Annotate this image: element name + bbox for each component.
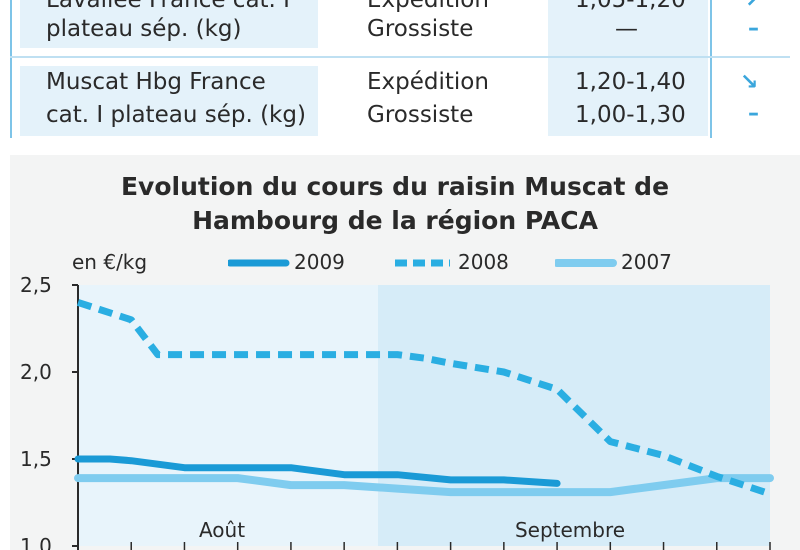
legend-item-2008: 2008: [392, 250, 532, 276]
y-tick-label: 1,0: [20, 534, 52, 550]
y-tick-label: 2,5: [20, 273, 52, 297]
legend-item-2009: 2009: [228, 250, 358, 276]
row2-stage-1: Expédition: [367, 69, 489, 95]
legend-label-2007: 2007: [621, 250, 672, 274]
row1-price-1: 1,05-1,20: [575, 0, 686, 13]
row1-product-line1: Lavallée France cat. I: [46, 0, 290, 13]
series-line-2008: [76, 299, 772, 498]
row2-product-cell: [20, 66, 318, 136]
legend-swatch-2007: [555, 259, 617, 267]
x-month-label: Septembre: [515, 518, 625, 542]
row1-price-cell: [548, 0, 708, 48]
y-unit-label: en €/kg: [72, 250, 148, 274]
month-band-august: [78, 285, 378, 546]
y-tick-label: 2,0: [20, 360, 52, 384]
row1-product-cell: [20, 0, 318, 48]
row1-product-line2: plateau sép. (kg): [46, 16, 242, 42]
row2-stage-2: Grossiste: [367, 102, 474, 128]
legend-label-2009: 2009: [294, 250, 345, 274]
price-table: Lavallée France cat. I plateau sép. (kg)…: [0, 0, 800, 140]
series-line-2009: [74, 455, 561, 487]
row2-trend-down-icon: ↘: [740, 70, 759, 95]
row1-trend-up-icon: ↗: [745, 0, 764, 13]
series-line-2007: [74, 474, 774, 497]
chart-title-line-1: Evolution du cours du raisin Muscat de: [120, 172, 670, 201]
x-month-label: Août: [199, 518, 245, 542]
row1-stage-2: Grossiste: [367, 16, 474, 42]
legend-item-2007: 2007: [555, 250, 695, 276]
legend-label-2008: 2008: [458, 250, 509, 274]
row-divider: [10, 56, 790, 58]
legend-swatch-2009: [228, 259, 290, 267]
row2-trend-stable-icon: –: [748, 101, 759, 126]
row2-product-line2: cat. I plateau sép. (kg): [46, 102, 306, 128]
table-left-border: [10, 0, 12, 138]
row1-trend-stable-icon: –: [748, 16, 759, 41]
chart-title: Evolution du cours du raisin Muscat de H…: [0, 170, 790, 238]
legend-swatch-2008: [395, 259, 450, 267]
row2-price-2: 1,00-1,30: [575, 102, 686, 128]
row1-price-2: —: [615, 16, 638, 42]
row2-price-cell: [548, 66, 708, 136]
month-band-september: [378, 285, 770, 546]
chart-title-line-2: Hambourg de la région PACA: [192, 206, 598, 235]
row1-stage-1: Expédition: [367, 0, 489, 13]
y-tick-label: 1,5: [20, 447, 52, 471]
row2-price-1: 1,20-1,40: [575, 69, 686, 95]
table-price-divider: [710, 0, 712, 138]
row2-product-line1: Muscat Hbg France: [46, 69, 266, 95]
